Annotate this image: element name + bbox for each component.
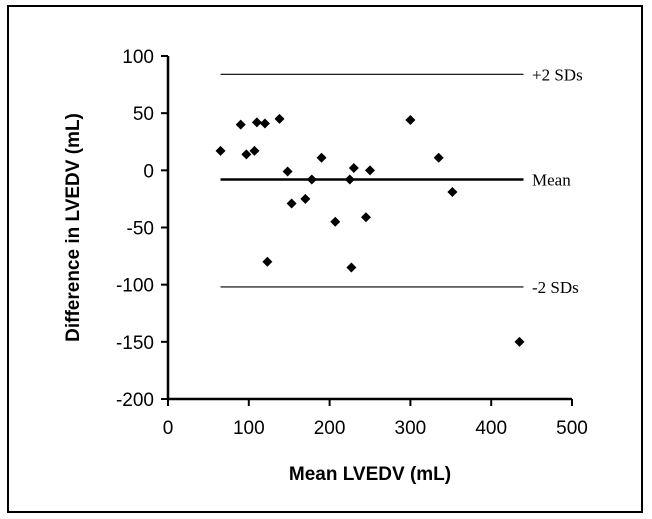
y-tick-label: 0 [143,161,154,182]
data-point [286,198,297,209]
data-point [346,262,357,273]
data-point [259,118,270,129]
data-point [300,193,311,204]
data-point [249,145,260,156]
data-point [433,152,444,163]
reference-line-label: Mean [532,170,571,189]
chart-frame [7,5,643,513]
x-tick-label: 100 [233,418,265,439]
x-tick-label: 400 [475,418,507,439]
x-tick-label: 0 [163,418,174,439]
y-tick-label: 50 [133,104,154,125]
reference-line-label: -2 SDs [532,278,579,297]
x-tick-label: 500 [556,418,588,439]
data-point [447,187,458,198]
data-point [306,174,317,185]
x-tick-label: 300 [395,418,427,439]
data-point [405,115,416,126]
data-point [360,212,371,223]
y-tick-label: -50 [127,219,154,240]
reference-line-label: +2 SDs [532,65,583,84]
y-axis-title: Difference in LVEDV (mL) [63,113,84,342]
data-point [262,256,273,267]
data-point [348,163,359,174]
data-point [241,149,252,160]
data-point [344,174,355,185]
data-point [215,145,226,156]
y-tick-label: -150 [116,333,154,354]
reference-lines: +2 SDs Mean -2 SDs [220,65,583,297]
y-tick-label: -100 [116,276,154,297]
x-tick-label: 200 [314,418,346,439]
y-tick-label: -200 [116,390,154,411]
data-point [365,165,375,176]
x-axis-title: Mean LVEDV (mL) [289,464,451,485]
data-point [282,166,293,177]
data-points [215,113,525,347]
data-point [274,113,285,124]
data-point [235,119,246,130]
data-point [316,152,327,163]
data-point [251,117,262,128]
data-point [514,336,525,347]
data-point [330,216,341,227]
y-tick-label: 100 [122,47,154,68]
axes [166,56,572,401]
